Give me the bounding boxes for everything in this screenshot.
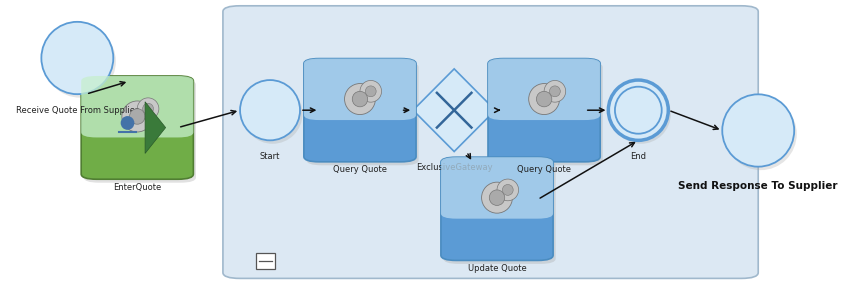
Ellipse shape xyxy=(722,94,794,167)
FancyBboxPatch shape xyxy=(81,76,194,179)
Ellipse shape xyxy=(725,98,796,170)
Ellipse shape xyxy=(143,103,153,114)
Ellipse shape xyxy=(243,84,302,144)
Ellipse shape xyxy=(344,84,375,115)
Ellipse shape xyxy=(609,80,668,140)
Text: Send Response To Supplier: Send Response To Supplier xyxy=(678,181,838,191)
Ellipse shape xyxy=(360,80,381,102)
Text: Receive Quote From Supplier: Receive Quote From Supplier xyxy=(16,106,139,115)
Ellipse shape xyxy=(497,179,518,201)
FancyBboxPatch shape xyxy=(441,157,553,219)
Ellipse shape xyxy=(352,91,368,107)
Ellipse shape xyxy=(503,184,513,195)
Ellipse shape xyxy=(536,91,552,107)
Ellipse shape xyxy=(489,190,505,205)
Ellipse shape xyxy=(137,98,159,119)
FancyBboxPatch shape xyxy=(223,6,759,278)
Ellipse shape xyxy=(529,84,560,115)
FancyBboxPatch shape xyxy=(304,59,416,162)
FancyBboxPatch shape xyxy=(443,161,555,264)
FancyBboxPatch shape xyxy=(491,62,603,165)
FancyBboxPatch shape xyxy=(488,59,600,162)
Polygon shape xyxy=(145,102,165,153)
FancyBboxPatch shape xyxy=(441,157,553,260)
Ellipse shape xyxy=(611,84,671,144)
Ellipse shape xyxy=(544,80,566,102)
Text: Query Quote: Query Quote xyxy=(517,165,571,174)
Text: Start: Start xyxy=(260,152,280,161)
Ellipse shape xyxy=(129,109,145,124)
Ellipse shape xyxy=(122,101,152,132)
Text: EnterQuote: EnterQuote xyxy=(113,183,161,192)
Text: Query Quote: Query Quote xyxy=(333,165,387,174)
Bar xyxy=(257,253,276,269)
Ellipse shape xyxy=(365,86,376,97)
FancyBboxPatch shape xyxy=(81,76,194,137)
Ellipse shape xyxy=(44,25,116,98)
FancyBboxPatch shape xyxy=(304,59,416,120)
Ellipse shape xyxy=(549,86,561,97)
Text: Update Quote: Update Quote xyxy=(468,264,526,273)
Ellipse shape xyxy=(41,22,114,94)
Ellipse shape xyxy=(240,80,300,140)
FancyBboxPatch shape xyxy=(307,62,418,165)
Polygon shape xyxy=(413,69,495,152)
FancyBboxPatch shape xyxy=(488,59,600,120)
Ellipse shape xyxy=(481,182,512,213)
Text: End: End xyxy=(630,152,647,161)
Ellipse shape xyxy=(121,116,134,130)
Text: ExclusiveGateway: ExclusiveGateway xyxy=(416,163,492,172)
FancyBboxPatch shape xyxy=(84,79,196,183)
